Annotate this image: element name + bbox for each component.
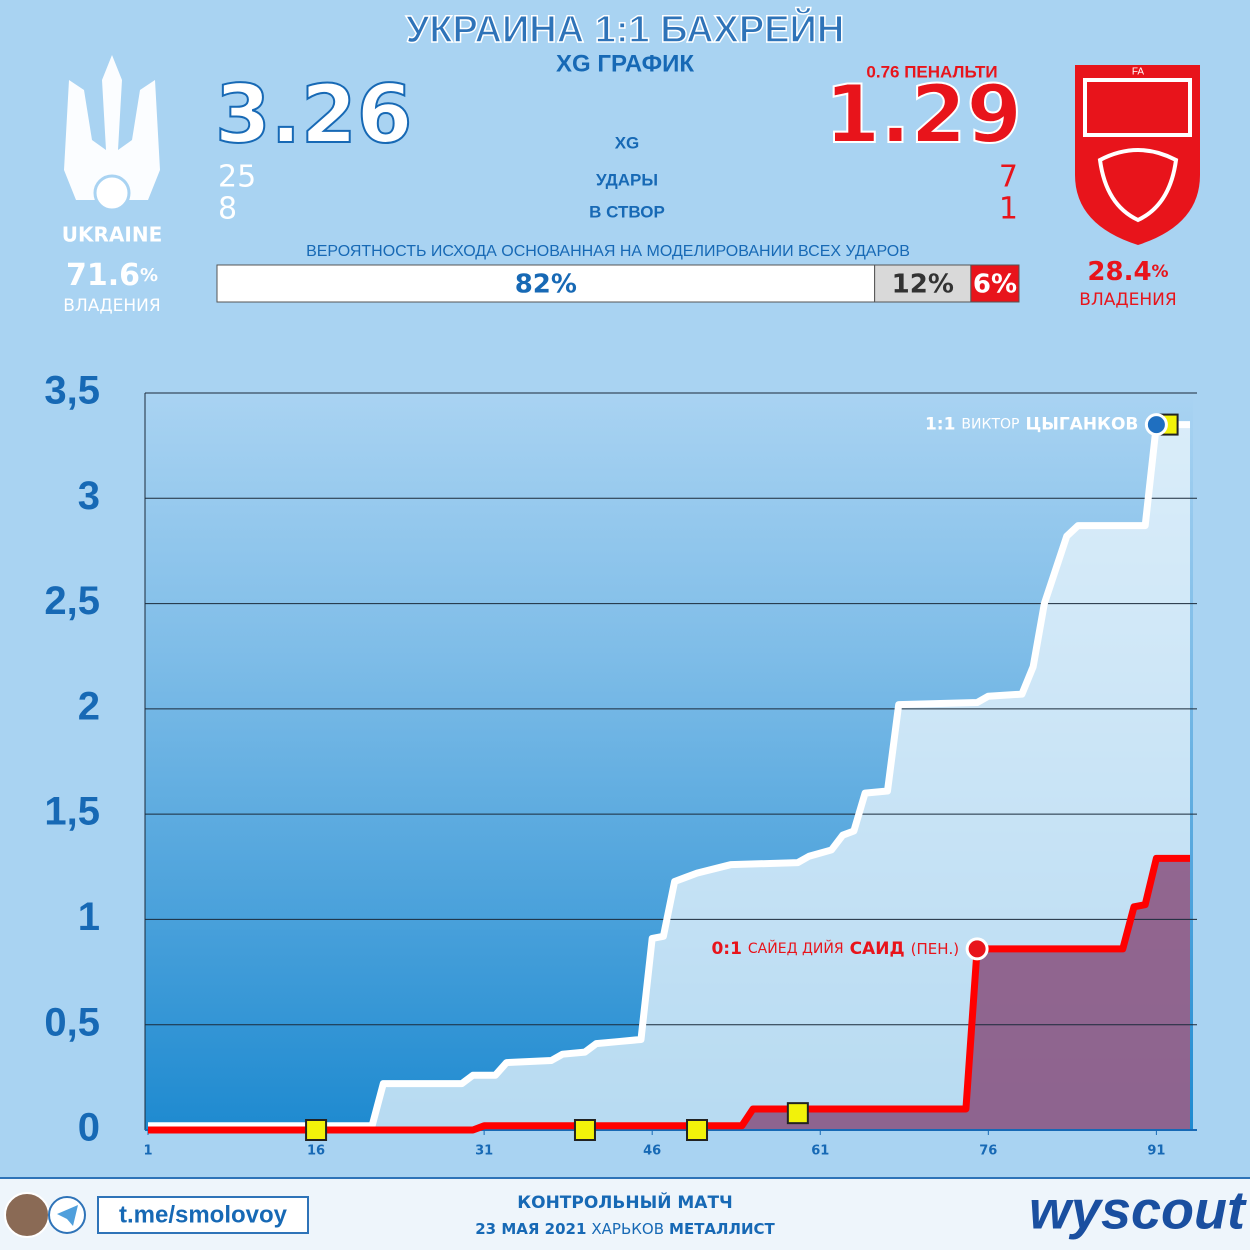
x-tick-label: 31 [475,1144,493,1159]
match-type: КОНТРОЛЬНЫЙ МАТЧ [517,1191,733,1213]
y-tick-label: 0,5 [44,1000,100,1044]
x-tick-label: 61 [811,1144,829,1159]
x-tick-label: 76 [979,1144,997,1159]
possession-unit: % [140,265,158,286]
match-city: ХАРЬКОВ [591,1220,664,1238]
home-possession: 71.6% [66,258,158,293]
away-penalty-note: 0.76 ПЕНАЛЬТИ [866,62,997,81]
match-date: 23 МАЯ 2021 [475,1220,586,1238]
goal-annotation: 0:1 САЙЕД ДИЙЯ САИД (ПЕН.) [711,939,959,959]
y-tick-label: 1,5 [44,790,100,834]
away-on-target: 1 [999,192,1018,227]
stat-label: XG [615,133,640,152]
away-shots: 7 [999,160,1018,195]
probability-segment [216,264,876,303]
series-line [148,854,1190,1134]
possession-unit: % [1152,262,1169,282]
series-line [148,421,1190,1130]
home-xg: 3.26 [215,68,412,161]
yellow-card [305,1119,328,1141]
yellow-card [686,1119,709,1141]
yellow-card [786,1102,809,1125]
goal-last-name: ЦЫГАНКОВ [1025,415,1138,435]
x-tick-label: 1 [143,1144,152,1159]
telegram-box [97,1196,309,1234]
y-tick-label: 2,5 [44,579,100,623]
probability-segment [874,264,972,303]
goal-score: 0:1 [711,939,741,959]
home-logo [64,55,160,212]
goal-note: (ПЕН.) [911,939,960,957]
y-tick-label: 0 [78,1106,100,1150]
y-tick-label: 3 [78,474,100,518]
away-possession: 28.4% [1087,257,1168,287]
avatar [4,1192,50,1238]
telegram-plane [57,1205,78,1226]
possession-value: 28.4 [1087,257,1151,287]
y-tick-label: 3,5 [44,369,100,413]
brand: wyscout [1029,1180,1247,1240]
goal-first-name: САЙЕД ДИЙЯ [748,939,844,957]
match-info: 23 МАЯ 2021 ХАРЬКОВ МЕТАЛЛИСТ [475,1220,775,1238]
svg-text:FA: FA [1132,67,1145,78]
yellow-card [573,1119,596,1141]
probability-label: 12% [892,270,954,300]
telegram-link: t.me/smolovoy [119,1201,288,1228]
home-name: UKRAINE [62,223,162,247]
stat-label: УДАРЫ [596,170,658,189]
x-tick-label: 46 [643,1144,661,1159]
goal-marker [1144,413,1168,437]
series-area [148,424,1190,1131]
away-xg: 1.29 [825,68,1022,161]
series-area [148,858,1190,1130]
match-venue: МЕТАЛЛИСТ [669,1220,775,1238]
goal-first-name: ВИКТОР [961,417,1019,433]
goal-last-name: САИД [850,939,905,959]
stat-label: В СТВОР [589,202,665,221]
probability-segment [970,264,1020,303]
away-logo: FA [1075,65,1200,245]
goal-marker [965,937,989,961]
goal-annotation: 1:1 ВИКТОР ЦЫГАНКОВ [925,415,1138,435]
probability-label: 82% [515,270,577,300]
x-tick-label: 91 [1147,1144,1165,1159]
x-tick-label: 16 [307,1144,325,1159]
probability-label: 6% [973,270,1017,300]
title: УКРАИНА 1:1 БАХРЕЙН [406,6,845,51]
home-possession-label: ВЛАДЕНИЯ [63,296,160,316]
home-on-target: 8 [218,192,237,227]
y-tick-label: 2 [78,684,100,728]
subtitle: XG ГРАФИК [556,50,694,77]
home-shots: 25 [218,160,256,195]
probability-title: ВЕРОЯТНОСТЬ ИСХОДА ОСНОВАННАЯ НА МОДЕЛИР… [306,243,910,260]
away-possession-label: ВЛАДЕНИЯ [1079,290,1176,310]
possession-value: 71.6 [66,258,140,293]
goal-score: 1:1 [925,415,955,435]
y-tick-label: 1 [78,895,100,939]
